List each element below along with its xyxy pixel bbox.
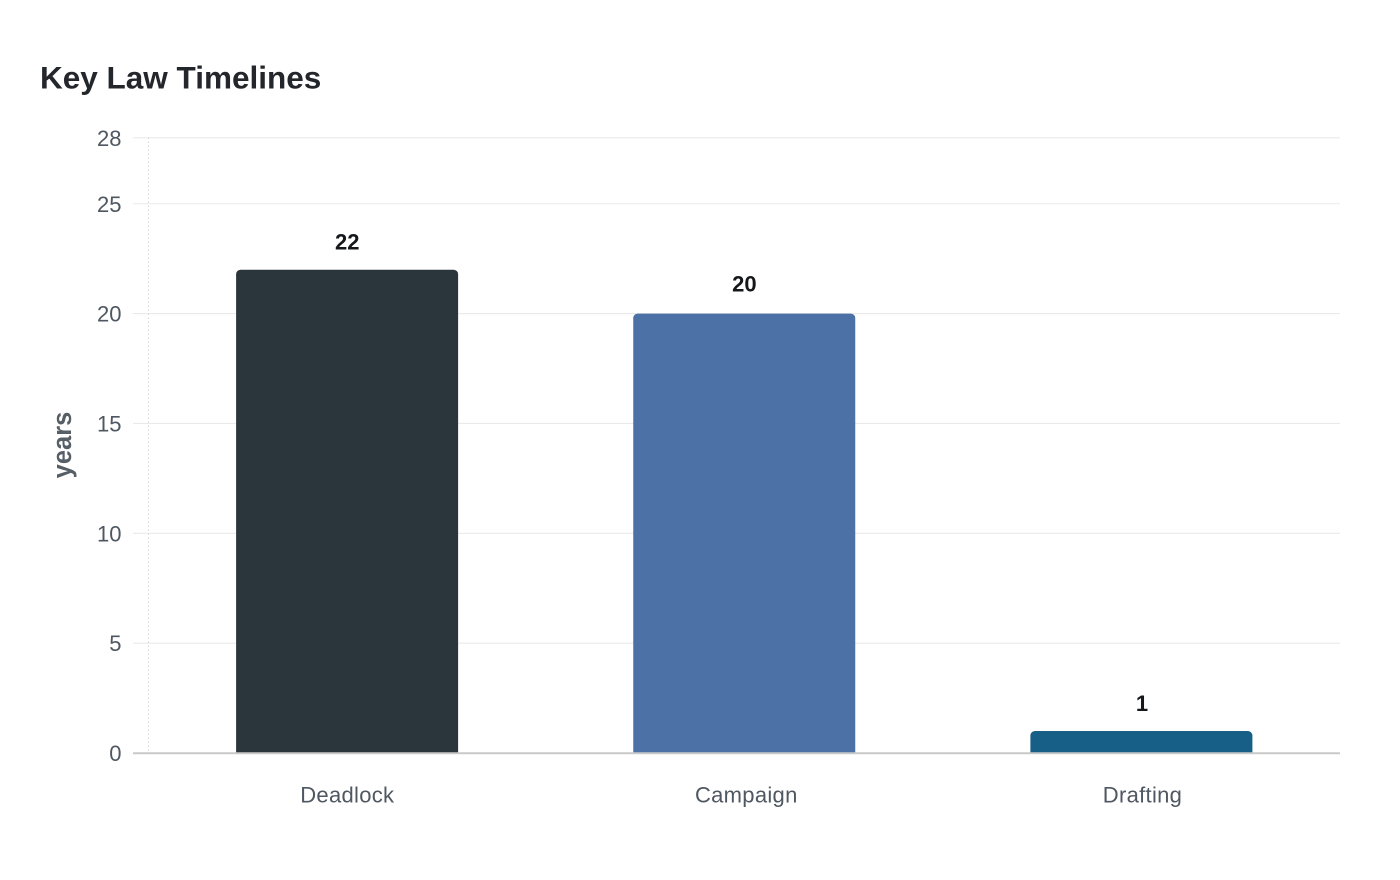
svg-text:years: years — [49, 412, 77, 479]
svg-text:Campaign: Campaign — [695, 782, 798, 807]
svg-text:15: 15 — [97, 411, 121, 436]
svg-text:25: 25 — [97, 192, 121, 217]
svg-text:Drafting: Drafting — [1103, 782, 1182, 807]
svg-text:0: 0 — [109, 741, 121, 766]
svg-text:1: 1 — [1136, 691, 1148, 716]
svg-text:10: 10 — [97, 521, 121, 546]
svg-text:Deadlock: Deadlock — [300, 782, 395, 807]
svg-text:22: 22 — [335, 230, 359, 255]
svg-text:Key Law Timelines: Key Law Timelines — [40, 60, 321, 96]
svg-text:20: 20 — [732, 271, 756, 296]
svg-text:5: 5 — [109, 631, 121, 656]
svg-text:20: 20 — [97, 302, 121, 327]
svg-text:28: 28 — [97, 126, 121, 151]
